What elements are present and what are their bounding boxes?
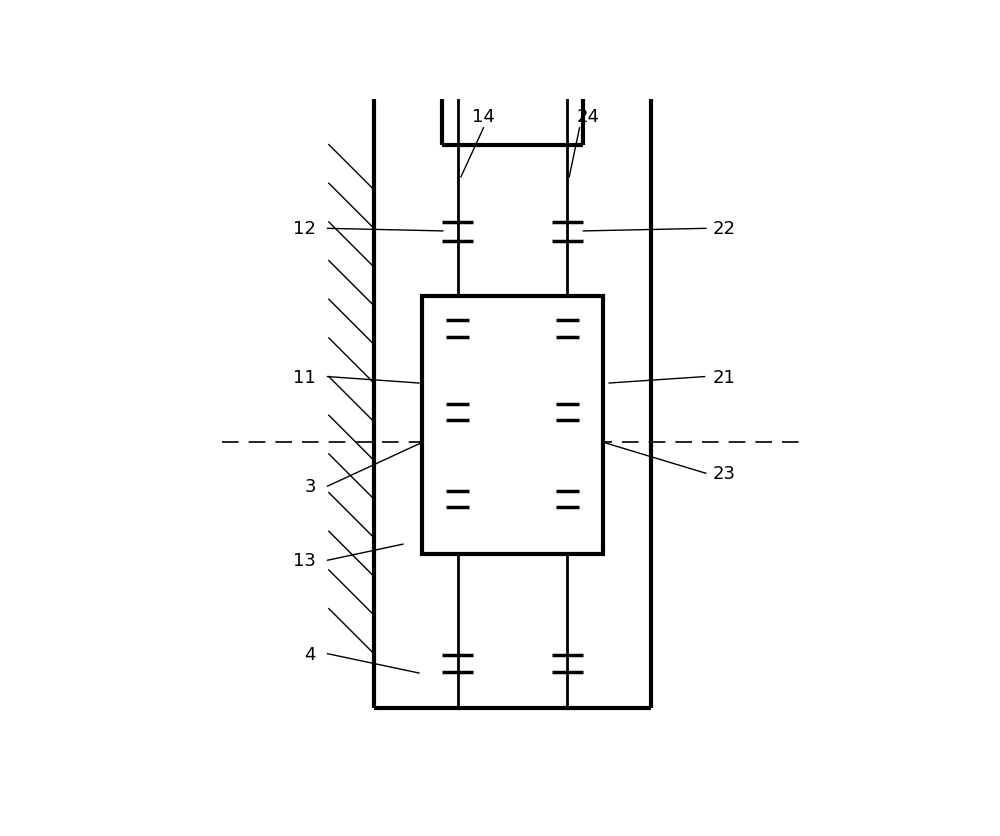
Text: 11: 11 bbox=[293, 368, 316, 386]
Text: 3: 3 bbox=[304, 477, 316, 496]
Text: 12: 12 bbox=[293, 220, 316, 238]
Text: 14: 14 bbox=[472, 108, 495, 126]
Text: 24: 24 bbox=[577, 108, 600, 126]
Text: 21: 21 bbox=[712, 368, 735, 386]
Text: 4: 4 bbox=[304, 645, 316, 663]
Text: 22: 22 bbox=[712, 220, 735, 238]
Text: 23: 23 bbox=[712, 465, 735, 482]
Bar bbox=[422, 297, 603, 554]
Text: 13: 13 bbox=[293, 552, 316, 569]
